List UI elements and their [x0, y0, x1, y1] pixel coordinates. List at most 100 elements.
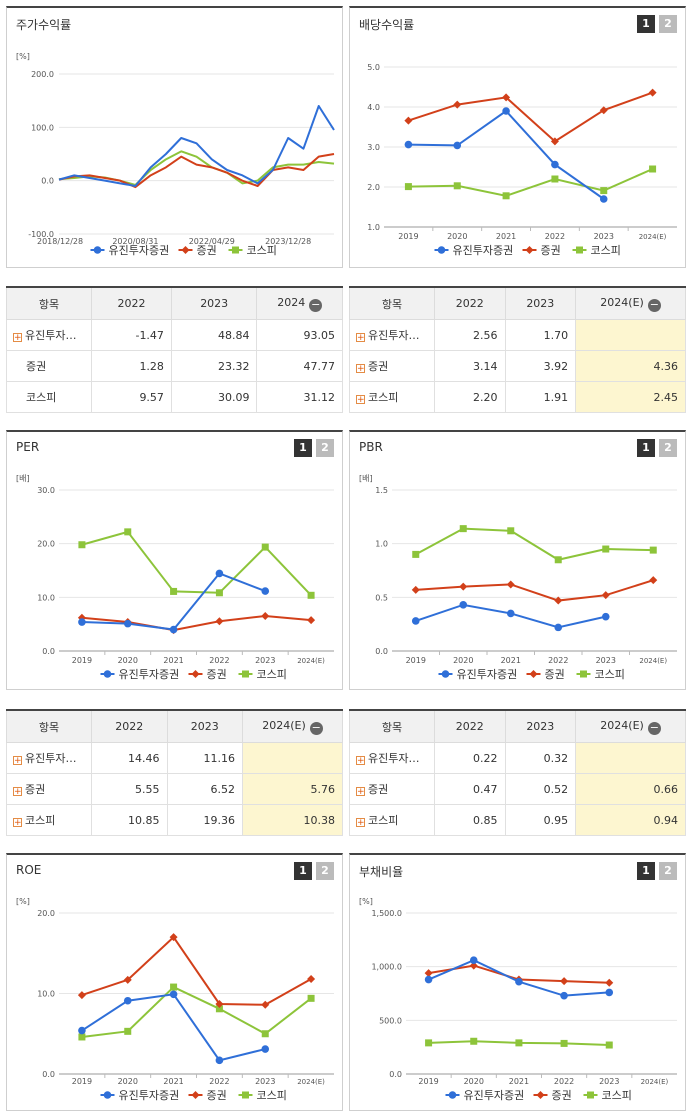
table-header-row: 항목 2022 2023 2024(E) −	[349, 709, 686, 743]
data-point-company	[261, 587, 270, 595]
expand-plus-icon[interactable]: +	[356, 756, 365, 766]
pbr-table: 항목 2022 2023 2024(E) − + 유진투자… 0.22 0.32 + 증권 0.47 0…	[349, 709, 686, 836]
chart-toggle-2-button[interactable]: 2	[316, 439, 334, 457]
value-cell: 93.05	[256, 319, 343, 351]
chart-toggle-1-button[interactable]: 1	[637, 15, 655, 33]
column-header-label: 2024(E)	[600, 295, 644, 309]
row-label-cell[interactable]: + 증권	[349, 350, 435, 382]
x-tick-label: 2020	[118, 656, 138, 665]
value-cell: 10.85	[91, 804, 168, 836]
column-header: 2023	[170, 286, 258, 320]
x-tick-label: 2022	[209, 656, 229, 665]
row-label-cell[interactable]: + 코스피	[6, 804, 92, 836]
expand-plus-icon[interactable]: +	[356, 395, 365, 405]
legend-label: 증권	[545, 668, 565, 681]
legend-item-sector[interactable]: 증권	[533, 1089, 572, 1102]
data-point-company	[411, 617, 420, 625]
dividend-yield-panel: 배당수익률 1 2 5.0 4.0 3.0 2.0 1.0 2019 2020 2021 202…	[349, 6, 686, 268]
row-label-cell[interactable]: + 코스피	[349, 381, 435, 413]
legend-label: 유진투자증권	[457, 668, 518, 681]
expand-plus-icon[interactable]: +	[356, 787, 365, 797]
legend-item-sector[interactable]: 증권	[188, 1089, 227, 1102]
legend-item-kospi[interactable]: 코스피	[238, 668, 287, 681]
x-tick-label: 2021	[163, 1077, 183, 1086]
data-point-kospi	[459, 525, 467, 533]
row-label: 코스피	[25, 814, 56, 827]
legend-label: 코스피	[595, 668, 625, 681]
panel-title: PBR	[359, 440, 383, 454]
legend-item-kospi[interactable]: 코스피	[572, 244, 621, 257]
chart-toggle-2-button[interactable]: 2	[659, 15, 677, 33]
chart-toggle-1-button[interactable]: 1	[637, 439, 655, 457]
table-row: 증권 1.28 23.32 47.77	[6, 350, 343, 382]
chart-toggle-2-button[interactable]: 2	[316, 862, 334, 880]
row-label: 코스피	[368, 391, 399, 404]
expand-plus-icon[interactable]: +	[13, 333, 22, 343]
collapse-minus-icon[interactable]: −	[647, 720, 661, 735]
table-row: + 증권 3.14 3.92 4.36	[349, 350, 686, 382]
x-tick-label: 2019	[72, 1077, 92, 1086]
table-row: + 유진투자… 14.46 11.16	[6, 742, 343, 774]
legend-marker-kospi	[587, 1091, 594, 1099]
data-point-sector	[411, 585, 420, 594]
legend-item-company[interactable]: 유진투자증권	[100, 1089, 180, 1102]
data-point-kospi	[412, 550, 420, 558]
legend-item-company[interactable]: 유진투자증권	[434, 244, 514, 257]
row-label-cell[interactable]: + 유진투자…	[6, 319, 92, 351]
column-header: 2024(E) −	[575, 286, 686, 320]
data-point-kospi	[551, 175, 559, 183]
legend-item-kospi[interactable]: 코스피	[238, 1089, 287, 1102]
chart-toggle-1-button[interactable]: 1	[294, 439, 312, 457]
series-line-kospi	[81, 985, 312, 1038]
row-label-cell[interactable]: + 증권	[6, 773, 92, 805]
legend-item-sector[interactable]: 증권	[188, 668, 227, 681]
row-label-cell[interactable]: + 증권	[349, 773, 435, 805]
legend-marker-kospi	[232, 246, 239, 254]
y-tick-label: -100.0	[28, 230, 54, 239]
row-label-cell[interactable]: + 유진투자…	[6, 742, 92, 774]
value-cell: 2.45	[575, 381, 686, 413]
column-header: 2023	[166, 709, 244, 743]
chart-toggle-1-button[interactable]: 1	[294, 862, 312, 880]
legend-item-kospi[interactable]: 코스피	[583, 1089, 632, 1102]
y-tick-label: 10.0	[37, 990, 55, 999]
y-unit-label: [배]	[16, 474, 30, 483]
expand-plus-icon[interactable]: +	[356, 818, 365, 828]
expand-plus-icon[interactable]: +	[356, 364, 365, 374]
legend-item-sector[interactable]: 증권	[522, 244, 561, 257]
row-label-cell[interactable]: + 유진투자…	[349, 742, 435, 774]
chart-toggle-2-button[interactable]: 2	[659, 862, 677, 880]
value-cell: 0.95	[504, 804, 577, 836]
panel-header: PBR 1 2	[350, 432, 685, 462]
expand-plus-icon[interactable]: +	[356, 333, 365, 343]
value-cell: 47.77	[256, 350, 343, 382]
data-point-company	[469, 956, 478, 965]
data-point-company	[560, 991, 568, 1000]
data-point-kospi	[453, 182, 461, 190]
roe-chart: [%] 20.0 10.0 0.0 2019 2020 2021 2022 2023 2024(…	[16, 897, 334, 1102]
chart-toggle-1-button[interactable]: 1	[637, 862, 655, 880]
legend-item-sector[interactable]: 증권	[526, 668, 565, 681]
expand-plus-icon[interactable]: +	[13, 787, 22, 797]
y-tick-label: 0.0	[42, 1070, 55, 1079]
column-header-label: 항목	[38, 297, 60, 311]
legend-item-company[interactable]: 유진투자증권	[100, 668, 180, 681]
expand-plus-icon[interactable]: +	[13, 818, 22, 828]
row-label-cell[interactable]: + 코스피	[349, 804, 435, 836]
legend-item-company[interactable]: 유진투자증권	[445, 1089, 525, 1102]
x-tick-label: 2022	[209, 1077, 229, 1086]
chart-toggle-2-button[interactable]: 2	[659, 439, 677, 457]
row-label-cell[interactable]: + 유진투자…	[349, 319, 435, 351]
expand-plus-icon[interactable]: +	[13, 756, 22, 766]
column-header: 2022	[91, 709, 168, 743]
collapse-minus-icon[interactable]: −	[309, 720, 323, 735]
row-label-cell: 코스피	[6, 381, 92, 413]
legend-item-company[interactable]: 유진투자증권	[90, 244, 170, 257]
legend-item-company[interactable]: 유진투자증권	[438, 668, 518, 681]
collapse-minus-icon[interactable]: −	[647, 297, 661, 312]
collapse-minus-icon[interactable]: −	[309, 297, 323, 312]
legend-item-sector[interactable]: 증권	[178, 244, 217, 257]
legend-item-kospi[interactable]: 코스피	[228, 244, 277, 257]
legend-item-kospi[interactable]: 코스피	[576, 668, 625, 681]
table-row: + 코스피 0.85 0.95 0.94	[349, 804, 686, 836]
